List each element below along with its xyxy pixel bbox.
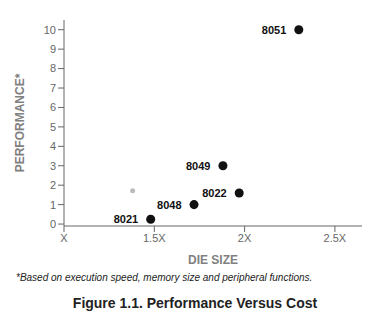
svg-text:X: X xyxy=(60,232,68,244)
svg-text:8021: 8021 xyxy=(114,213,138,225)
svg-text:4: 4 xyxy=(50,140,56,152)
svg-text:0: 0 xyxy=(50,218,56,230)
svg-text:2.5X: 2.5X xyxy=(324,232,347,244)
svg-text:PERFORMANCE*: PERFORMANCE* xyxy=(13,73,27,172)
svg-text:1.5X: 1.5X xyxy=(143,232,166,244)
svg-text:1: 1 xyxy=(50,199,56,211)
svg-text:8022: 8022 xyxy=(202,187,226,199)
svg-text:DIE SIZE: DIE SIZE xyxy=(188,253,238,267)
svg-text:7: 7 xyxy=(50,82,56,94)
svg-text:6: 6 xyxy=(50,101,56,113)
svg-text:8: 8 xyxy=(50,62,56,74)
svg-text:8048: 8048 xyxy=(157,199,181,211)
svg-text:2X: 2X xyxy=(238,232,252,244)
svg-text:9: 9 xyxy=(50,43,56,55)
html-text:Figure 1.1. Performance Versus: Figure 1.1. Performance Versus Cost xyxy=(72,295,318,311)
svg-text:5: 5 xyxy=(50,121,56,133)
html-text:*Based on execution speed, mem: *Based on execution speed, memory size a… xyxy=(16,272,313,283)
svg-text:8049: 8049 xyxy=(186,160,210,172)
svg-text:3: 3 xyxy=(50,160,56,172)
svg-text:8051: 8051 xyxy=(262,24,286,36)
svg-text:2: 2 xyxy=(50,179,56,191)
svg-text:10: 10 xyxy=(44,24,56,36)
